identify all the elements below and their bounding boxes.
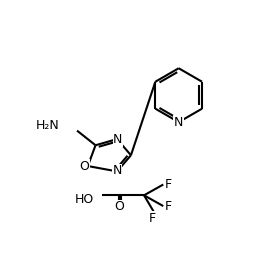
Text: O: O <box>115 200 124 213</box>
Text: F: F <box>165 178 172 191</box>
Text: HO: HO <box>75 193 94 206</box>
Text: F: F <box>165 200 172 213</box>
Text: H₂N: H₂N <box>36 120 59 132</box>
Text: N: N <box>113 164 122 177</box>
Text: N: N <box>113 133 122 146</box>
Text: F: F <box>149 212 156 225</box>
Text: O: O <box>79 160 89 172</box>
Text: N: N <box>174 116 183 129</box>
